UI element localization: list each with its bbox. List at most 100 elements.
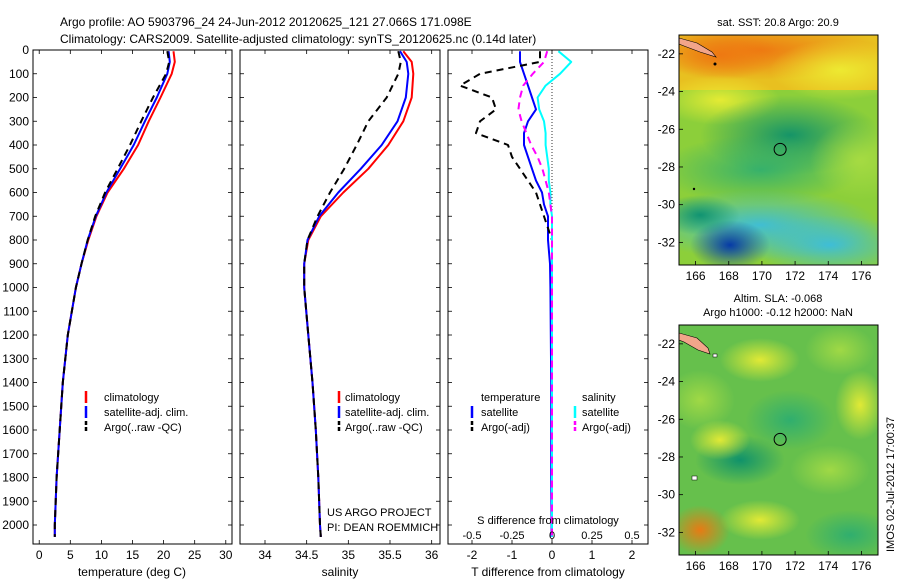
- salinity-axes-frame: [239, 49, 441, 545]
- coastline-shape: [679, 332, 711, 355]
- map-x-tick-label: 166: [686, 559, 706, 573]
- project-annotation: US ARGO PROJECT: [327, 507, 432, 519]
- depth-tick-label: 1000: [2, 281, 29, 295]
- map-y-tick-label: -32: [658, 235, 676, 249]
- difference-x-ticks: -2 -1 0 1 2: [467, 50, 636, 562]
- depth-tick-label: 100: [9, 67, 29, 81]
- argo-location-marker: [773, 142, 787, 156]
- map-y-tick-label: -28: [658, 160, 676, 174]
- map-y-tick-label: -28: [658, 450, 676, 464]
- map-y-tick-label: -22: [658, 47, 676, 61]
- x-tick-label: 36: [425, 548, 439, 562]
- x-tick-label: 35.5: [378, 548, 402, 562]
- map-x-tick-label: 174: [818, 269, 838, 283]
- difference-legend: temperature satellite Argo(-adj) salinit…: [470, 392, 631, 434]
- depth-tick-label: 1100: [3, 304, 29, 318]
- argo-location-marker: [773, 432, 787, 446]
- map-y-tick-label: -32: [658, 525, 676, 539]
- s-difference-label: S difference from climatology: [477, 515, 619, 527]
- depth-tick-label: 800: [9, 233, 29, 247]
- depth-tick-label: 600: [9, 186, 29, 200]
- map-y-tick-label: -24: [658, 85, 676, 99]
- x-tick-label: 35: [342, 548, 356, 562]
- map-x-tick-label: 168: [719, 559, 739, 573]
- x-tick-label: 2: [629, 548, 636, 562]
- s-difference-ticks: -0.5 -0.25 0 0.25 0.5: [463, 530, 640, 542]
- sst-map-ticks: 166 168 170 172 174 176 -22 -24 -26 -28 -30 -32: [658, 47, 872, 283]
- series-line-2: [536, 50, 573, 537]
- series-line-2: [53, 51, 171, 537]
- difference-series: [459, 50, 573, 537]
- temperature-series: [53, 51, 176, 537]
- title-line-1: Argo profile: AO 5903796_24 24-Jun-2012 …: [60, 15, 472, 29]
- map-x-tick-label: 172: [785, 559, 805, 573]
- depth-tick-label: 300: [9, 114, 29, 128]
- sst-map: sat. SST: 20.8 Argo: 20.9 166 168 170 172 17…: [658, 17, 879, 283]
- legend-label-t-argo: Argo(-adj): [481, 422, 530, 434]
- map-y-tick-label: -26: [658, 412, 676, 426]
- x-tick-label: 15: [126, 548, 140, 562]
- legend-label-argo: Argo(..raw -QC): [345, 422, 423, 434]
- s-tick-label: 0: [549, 530, 555, 542]
- temperature-axes-frame: [32, 49, 233, 545]
- series-line-0: [53, 51, 176, 537]
- legend-label-t-satellite: satellite: [481, 407, 518, 419]
- depth-tick-label: 400: [9, 138, 29, 152]
- x-tick-label: 30: [219, 548, 233, 562]
- series-line-0: [519, 51, 553, 537]
- series-line-1: [459, 51, 553, 537]
- depth-tick-label: 0: [22, 43, 29, 57]
- temperature-x-label: temperature (deg C): [78, 565, 186, 579]
- map-y-tick-label: -30: [658, 198, 676, 212]
- depth-tick-label: 1300: [2, 352, 29, 366]
- s-tick-label: -0.25: [499, 530, 524, 542]
- t-difference-label: T difference from climatology: [471, 565, 625, 579]
- sla-map-ticks: 166 168 170 172 174 176 -22 -24 -26 -28 -30 -32: [658, 337, 872, 573]
- legend-label-satellite-adj: satellite-adj. clim.: [104, 407, 188, 419]
- depth-tick-label: 700: [9, 209, 29, 223]
- map-x-tick-label: 176: [851, 559, 871, 573]
- temperature-panel: 0100200300400500600700800900100011001200…: [2, 43, 232, 579]
- salinity-legend: climatology satellite-adj. clim. Argo(..…: [337, 391, 429, 434]
- legend-label-argo: Argo(..raw -QC): [104, 422, 182, 434]
- sla-map: Altim. SLA: -0.068 Argo h1000: -0.12 h20…: [658, 293, 879, 573]
- sst-map-title: sat. SST: 20.8 Argo: 20.9: [717, 17, 839, 29]
- map-x-tick-label: 166: [686, 269, 706, 283]
- depth-tick-label: 1700: [2, 447, 29, 461]
- series-line-3: [517, 50, 553, 537]
- s-tick-label: -0.5: [463, 530, 482, 542]
- series-line-0: [303, 50, 415, 537]
- map-y-tick-label: -22: [658, 337, 676, 351]
- map-y-tick-label: -24: [658, 375, 676, 389]
- sst-field: [679, 35, 878, 265]
- x-tick-label: 5: [67, 548, 74, 562]
- x-tick-label: 0: [549, 548, 556, 562]
- depth-tick-label: 1800: [2, 471, 29, 485]
- legend-temperature-title: temperature: [481, 392, 540, 404]
- sla-map-title-line1: Altim. SLA: -0.068: [734, 293, 823, 305]
- depth-tick-label: 200: [9, 91, 29, 105]
- sla-map-title-line2: Argo h1000: -0.12 h2000: NaN: [703, 307, 853, 319]
- temperature-x-ticks: 0 5 10 15 20 25 30: [36, 50, 233, 562]
- map-y-tick-label: -30: [658, 488, 676, 502]
- depth-tick-label: 900: [9, 257, 29, 271]
- legend-label-satellite-adj: satellite-adj. clim.: [345, 407, 429, 419]
- depth-tick-label: 1600: [2, 423, 29, 437]
- salinity-series: [303, 50, 415, 537]
- x-tick-label: 10: [95, 548, 109, 562]
- map-y-tick-label: -26: [658, 122, 676, 136]
- x-tick-label: 0: [36, 548, 43, 562]
- s-tick-label: 0.25: [581, 530, 602, 542]
- legend-label-climatology: climatology: [345, 392, 401, 404]
- depth-tick-label: 1200: [2, 328, 29, 342]
- legend-salinity-title: salinity: [582, 392, 616, 404]
- map-x-tick-label: 176: [851, 269, 871, 283]
- depth-tick-label: 500: [9, 162, 29, 176]
- legend-label-s-argo: Argo(-adj): [582, 422, 631, 434]
- salinity-x-label: salinity: [322, 565, 359, 579]
- legend-label-s-satellite: satellite: [582, 407, 619, 419]
- salinity-panel: 34 34.5 35 35.5 36 salinity climatology sate…: [239, 49, 441, 579]
- x-tick-label: 34: [258, 548, 272, 562]
- sst-map-frame: [678, 34, 879, 266]
